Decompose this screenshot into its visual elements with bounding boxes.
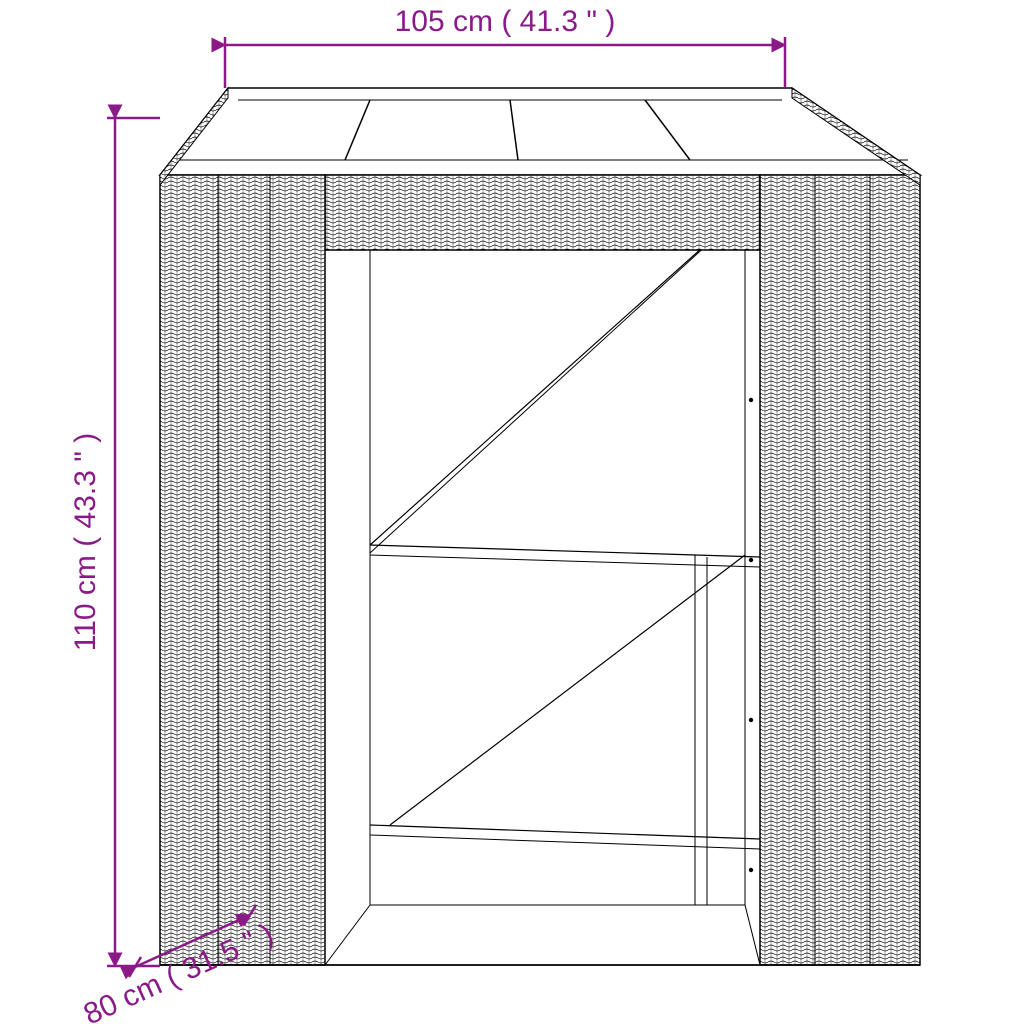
- dimension-label-width: 105 cm ( 41.3 " ): [395, 5, 616, 38]
- product-drawing: [160, 88, 920, 965]
- dimension-diagram: 105 cm ( 41.3 " )110 cm ( 43.3 " )80 cm …: [0, 0, 1024, 1024]
- dimension-label-height: 110 cm ( 43.3 " ): [69, 433, 102, 652]
